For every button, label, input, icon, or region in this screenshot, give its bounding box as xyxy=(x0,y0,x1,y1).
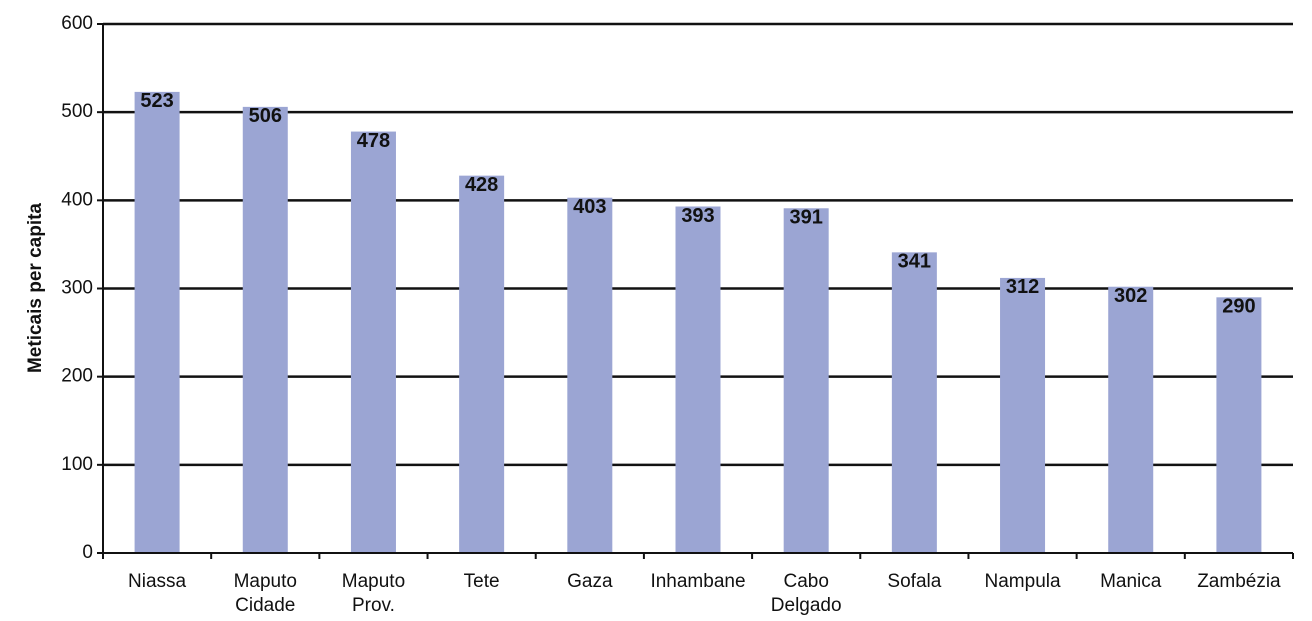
y-tick-label: 400 xyxy=(61,189,93,210)
value-label: 341 xyxy=(898,251,931,273)
y-tick-label: 100 xyxy=(61,454,93,475)
value-label: 302 xyxy=(1114,285,1147,307)
x-tick-label: Tete xyxy=(464,571,500,592)
value-label: 403 xyxy=(573,196,606,218)
value-label: 478 xyxy=(357,130,390,152)
bar xyxy=(567,197,613,553)
bar xyxy=(1000,277,1046,553)
y-tick-label: 600 xyxy=(61,13,93,34)
bar xyxy=(783,208,829,554)
y-tick-label: 300 xyxy=(61,278,93,299)
x-tick-label: Manica xyxy=(1100,571,1162,592)
x-tick-label: Niassa xyxy=(128,571,187,592)
value-label: 506 xyxy=(249,105,282,127)
x-tick-label: Zambézia xyxy=(1197,571,1281,592)
value-label: 393 xyxy=(681,205,714,227)
value-label: 312 xyxy=(1006,276,1039,298)
bar xyxy=(134,91,180,553)
y-tick-label: 200 xyxy=(61,366,93,387)
x-tick-label: Maputo Prov. xyxy=(342,571,405,616)
x-tick-label: Inhambane xyxy=(650,571,745,592)
value-label: 428 xyxy=(465,174,498,196)
y-axis-label: Meticais per capita xyxy=(25,203,46,373)
x-tick-label: Sofala xyxy=(887,571,941,592)
y-tick-label: 0 xyxy=(82,542,93,563)
value-label: 523 xyxy=(140,90,173,112)
bar xyxy=(350,131,396,553)
bar xyxy=(1216,297,1262,553)
x-tick-label: Cabo Delgado xyxy=(771,571,842,616)
bar xyxy=(675,206,721,553)
bar xyxy=(1108,286,1154,553)
bar xyxy=(242,106,288,554)
value-label: 391 xyxy=(789,207,822,229)
x-tick-label: Gaza xyxy=(567,571,613,592)
y-tick-label: 500 xyxy=(61,101,93,122)
bar xyxy=(459,175,505,553)
x-tick-label: Maputo Cidade xyxy=(234,571,297,616)
x-tick-label: Nampula xyxy=(985,571,1061,592)
bar xyxy=(891,252,937,553)
value-label: 290 xyxy=(1222,296,1255,318)
